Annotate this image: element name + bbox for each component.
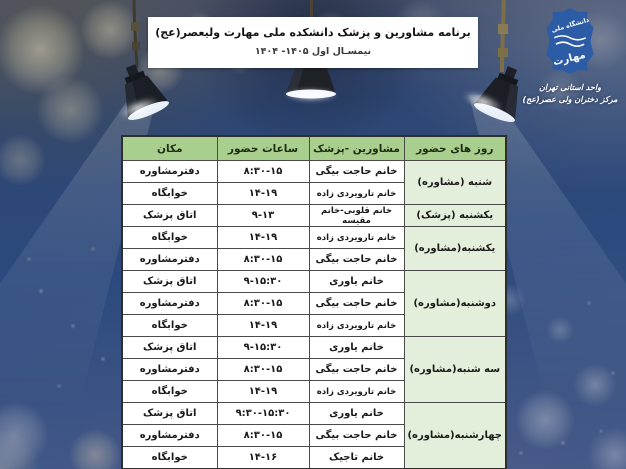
time-cell: ۸:۳۰-۱۵ <box>216 424 310 447</box>
time-cell: ۸:۳۰-۱۵ <box>216 248 310 271</box>
place-cell: خوابگاه <box>121 314 218 337</box>
lamp-glow <box>116 93 162 123</box>
schedule-row: خانم تاجیک ۱۴-۱۶ خوابگاه <box>121 446 506 469</box>
time-cell: ۱۴-۱۹ <box>216 380 310 403</box>
time-cell: ۱۴-۱۹ <box>216 226 310 249</box>
schedule-row: خانم حاجت بیگی ۸:۳۰-۱۵ دفترمشاوره <box>121 424 506 447</box>
day-cell: شنبه (مشاوره) <box>403 160 507 205</box>
day-cell: دوشنبه(مشاوره) <box>403 270 507 337</box>
place-cell: دفترمشاوره <box>121 292 218 315</box>
time-cell: ۹-۱۵:۳۰ <box>216 336 310 359</box>
person-cell: خانم حاجت بیگی <box>308 160 405 183</box>
logo-subtext-center: مرکز دختران ولی عصر(عج) <box>522 95 618 104</box>
place-cell: دفترمشاوره <box>121 160 218 183</box>
place-cell: خوابگاه <box>121 182 218 205</box>
person-cell: خانم یاوری <box>308 336 405 359</box>
time-cell: ۹-۱۳ <box>216 204 310 227</box>
logo-subtext-province: واحد استانی تهران <box>539 83 601 92</box>
sparkle-dots <box>0 0 2 2</box>
place-cell: خوابگاه <box>121 380 218 403</box>
place-cell: اتاق پزشک <box>121 336 218 359</box>
person-cell: خانم یاوری <box>308 270 405 293</box>
header-days: روز های حضور <box>403 135 507 161</box>
place-cell: اتاق پزشک <box>121 402 218 425</box>
time-cell: ۹-۱۵:۳۰ <box>216 270 310 293</box>
schedule-row: یکشنبه(مشاوره) خانم تارویردی زاده ۱۴-۱۹ خوا… <box>121 226 507 271</box>
person-cell: خانم حاجت بیگی <box>308 292 405 315</box>
time-cell: ۸:۳۰-۱۵ <box>216 292 310 315</box>
person-cell: خانم حاجت بیگی <box>308 358 405 381</box>
lamp-glow <box>460 87 506 117</box>
day-cell: چهارشنبه(مشاوره) <box>403 402 507 469</box>
place-cell: اتاق پزشک <box>121 270 218 293</box>
person-cell: خانم قلوبی-خانم مقیسه <box>308 204 405 227</box>
time-cell: ۱۴-۱۶ <box>216 446 310 469</box>
day-cell: یکشنبه (پزشک) <box>403 204 507 227</box>
day-cell: یکشنبه(مشاوره) <box>403 226 507 271</box>
place-cell: خوابگاه <box>121 226 218 249</box>
university-emblem-icon: دانشگاه ملی مهارت <box>546 8 594 74</box>
place-cell: دفترمشاوره <box>121 358 218 381</box>
place-cell: خوابگاه <box>121 446 218 469</box>
place-cell: اتاق پزشک <box>121 204 218 227</box>
time-cell: ۱۴-۱۹ <box>216 314 310 337</box>
title-banner: برنامه مشاورین و پزشک دانشکده ملی مهارت … <box>148 17 478 68</box>
person-cell: خانم تارویردی زاده <box>308 226 405 249</box>
person-cell: خانم حاجت بیگی <box>308 248 405 271</box>
schedule-table-body: شنبه (مشاوره) خانم حاجت بیگی ۸:۳۰-۱۵ دفترمش… <box>121 160 507 469</box>
header-hours: ساعات حضور <box>216 135 310 161</box>
header-counselors: مشاورین -پزشک <box>308 135 405 161</box>
schedule-row: خانم تارویردی زاده ۱۴-۱۹ خوابگاه <box>121 182 506 205</box>
schedule-table: روز های حضور مشاورین -پزشک ساعات حضور مک… <box>121 135 507 469</box>
person-cell: خانم تارویردی زاده <box>308 380 405 403</box>
time-cell: ۹:۳۰-۱۵:۳۰ <box>216 402 310 425</box>
person-cell: خانم حاجت بیگی <box>308 424 405 447</box>
place-cell: دفترمشاوره <box>121 424 218 447</box>
time-cell: ۸:۳۰-۱۵ <box>216 358 310 381</box>
schedule-row: دوشنبه(مشاوره) خانم یاوری ۹-۱۵:۳۰ اتاق پزشک <box>121 270 507 337</box>
person-cell: خانم یاوری <box>308 402 405 425</box>
poster-subtitle: نیمسـال اول ۱۴۰۵- ۱۴۰۴ <box>254 46 372 57</box>
schedule-row: شنبه (مشاوره) خانم حاجت بیگی ۸:۳۰-۱۵ دفترمش… <box>121 160 507 205</box>
person-cell: خانم تارویردی زاده <box>308 182 405 205</box>
schedule-row: یکشنبه (پزشک) خانم قلوبی-خانم مقیسه ۹-۱۳ ات… <box>121 204 507 227</box>
lamp-glow <box>284 88 338 102</box>
schedule-header-row: روز های حضور مشاورین -پزشک ساعات حضور مک… <box>121 135 507 161</box>
day-cell: سه شنبه(مشاوره) <box>403 336 507 403</box>
place-cell: دفترمشاوره <box>121 248 218 271</box>
university-logo: دانشگاه ملی مهارت واحد استانی تهران مرکز… <box>516 8 624 106</box>
schedule-row: سه شنبه(مشاوره) خانم یاوری ۹-۱۵:۳۰ اتاق پزش… <box>121 336 507 403</box>
schedule-row: چهارشنبه(مشاوره) خانم یاوری ۹:۳۰-۱۵:۳۰ اتاق… <box>121 402 507 469</box>
header-location: مکان <box>121 135 218 161</box>
time-cell: ۸:۳۰-۱۵ <box>216 160 310 183</box>
pendant-cord <box>310 0 313 19</box>
person-cell: خانم تارویردی زاده <box>308 314 405 337</box>
time-cell: ۱۴-۱۹ <box>216 182 310 205</box>
poster-title: برنامه مشاورین و پزشک دانشکده ملی مهارت … <box>155 26 471 39</box>
person-cell: خانم تاجیک <box>308 446 405 469</box>
